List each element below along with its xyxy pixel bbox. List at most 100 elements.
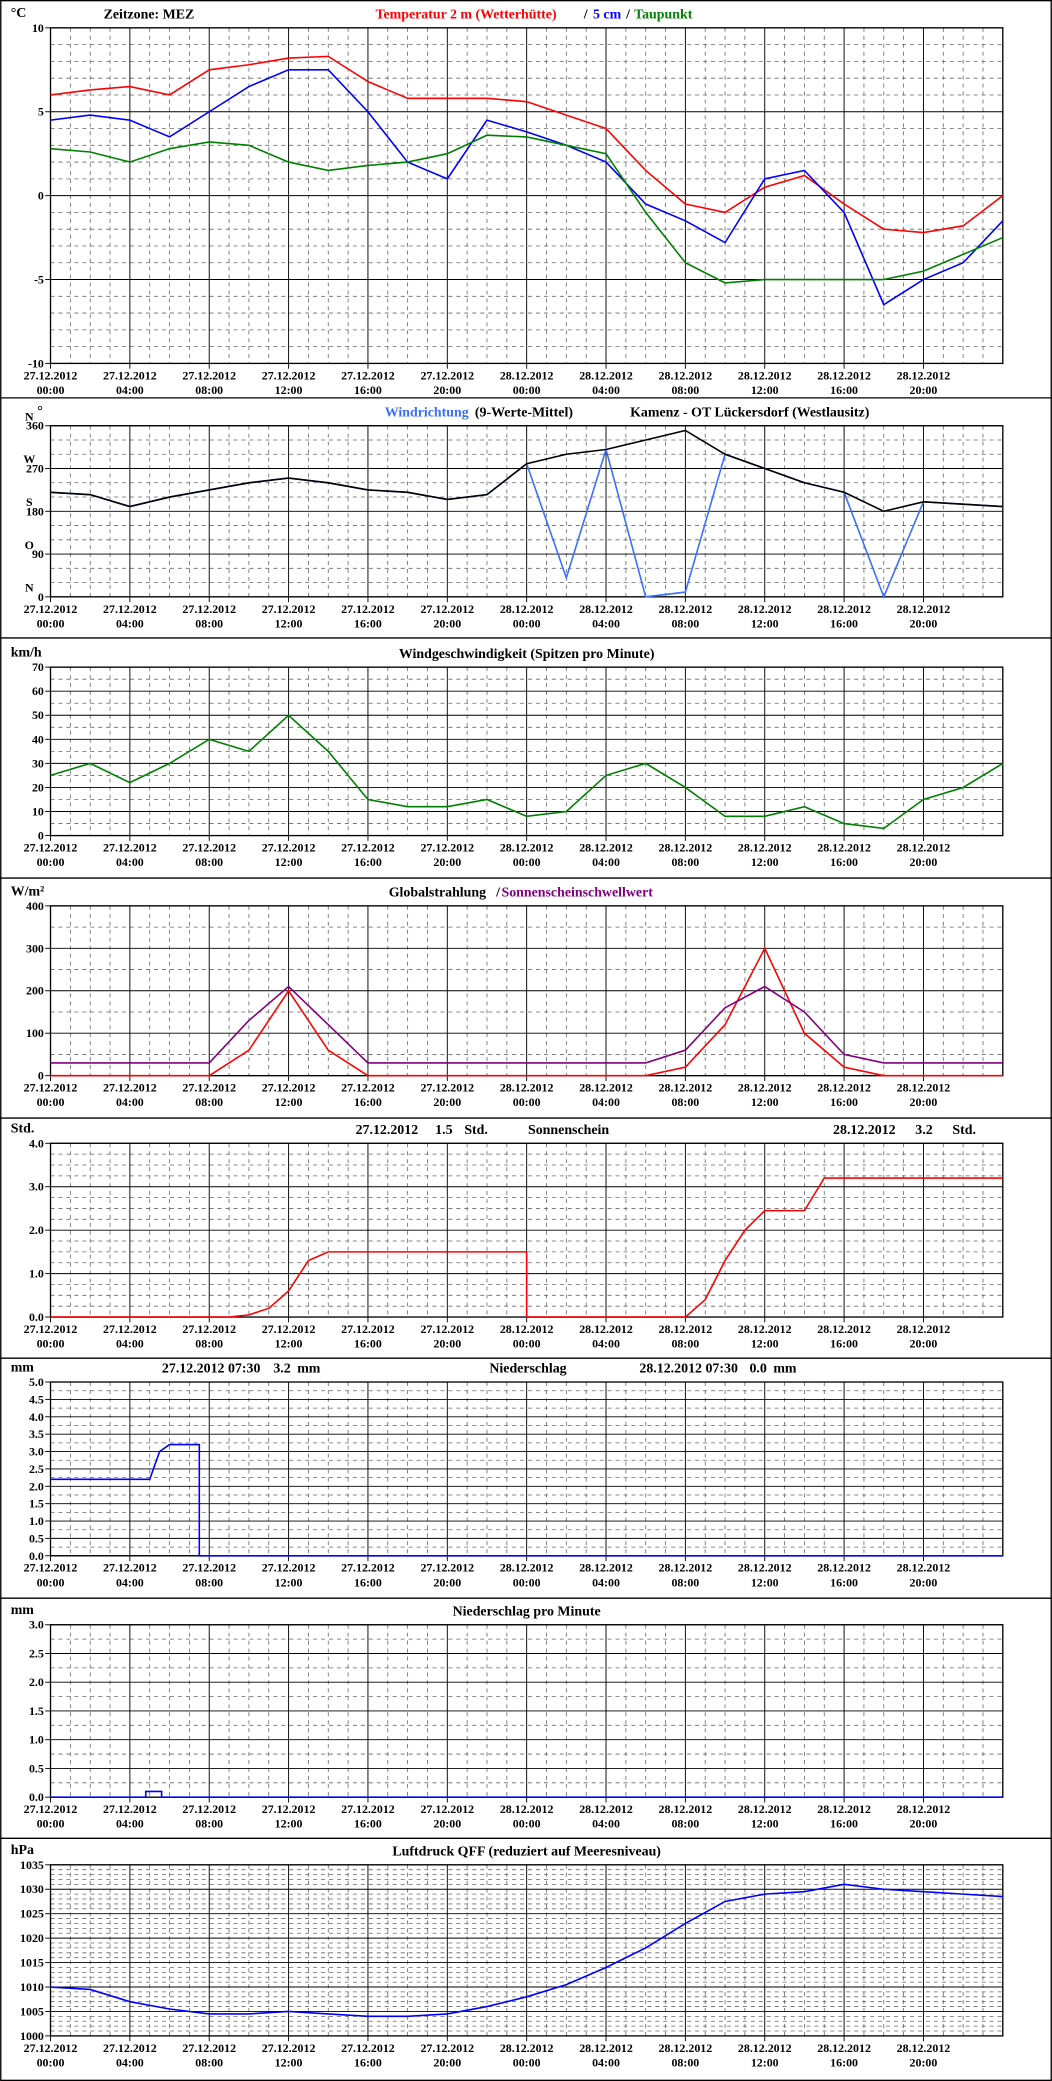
series-line — [50, 714, 1004, 830]
y-tick-label: 200 — [26, 984, 44, 998]
y-tick-label: 270 — [26, 462, 44, 476]
x-tick-label-line: 00:00 — [513, 616, 541, 630]
x-tick-label-line: 28.12.2012 — [659, 1561, 713, 1575]
x-tick-label: 27.12.2012 04:00 — [103, 602, 157, 631]
y-tick-label: 300 — [26, 941, 44, 955]
y-tick-label: 1025 — [20, 1907, 44, 1921]
y-unit: Std. — [11, 1122, 35, 1137]
chart-title: Windgeschwindigkeit (Spitzen pro Minute) — [399, 647, 655, 662]
x-tick-label-line: 27.12.2012 — [420, 1561, 474, 1575]
x-tick-label-line: 08:00 — [195, 1095, 223, 1109]
x-tick-label-line: 27.12.2012 — [262, 1322, 316, 1336]
legend-label: Windrichtung — [385, 405, 469, 420]
legend-label: Taupunkt — [634, 8, 693, 23]
x-tick-label-line: 28.12.2012 — [500, 1561, 554, 1575]
annotation: 3.2 — [273, 1362, 290, 1377]
x-tick-label-line: 16:00 — [354, 855, 382, 869]
x-tick-label: 27.12.2012 00:00 — [24, 1322, 78, 1351]
x-tick-label: 28.12.2012 12:00 — [738, 1561, 792, 1590]
x-tick-label: 28.12.2012 00:00 — [500, 840, 554, 869]
series-line — [50, 1177, 1003, 1318]
x-tick-label-line: 12:00 — [751, 616, 779, 630]
x-tick-label-line: 28.12.2012 — [579, 1802, 633, 1816]
x-tick-label-line: 20:00 — [433, 616, 461, 630]
x-tick-label-line: 27.12.2012 — [182, 1802, 236, 1816]
x-tick-label: 27.12.2012 08:00 — [182, 368, 236, 397]
x-tick-label-line: 28.12.2012 — [897, 602, 951, 616]
x-tick-label-line: 12:00 — [275, 1337, 303, 1351]
annotation: mm — [773, 1362, 797, 1377]
annotation: / — [583, 8, 588, 23]
series-line — [50, 1443, 1003, 1557]
y-tick-label: 50 — [32, 708, 44, 722]
x-tick-label-line: 28.12.2012 — [897, 1081, 951, 1095]
x-tick-label-line: 20:00 — [910, 1095, 938, 1109]
y-tick-label: 10 — [32, 21, 44, 35]
x-tick-label-line: 27.12.2012 — [420, 602, 474, 616]
annotation: 28.12.2012 07:30 — [639, 1362, 738, 1377]
y-tick-label: 10 — [32, 804, 44, 818]
x-tick-label-line: 04:00 — [592, 1575, 620, 1589]
compass-label: N — [25, 581, 34, 595]
x-tick-label: 28.12.2012 20:00 — [897, 1322, 951, 1351]
x-tick-label: 27.12.2012 16:00 — [341, 840, 395, 869]
series-line — [50, 985, 1003, 1064]
compass-label: O — [25, 538, 34, 552]
x-tick-label-line: 04:00 — [116, 616, 144, 630]
x-tick-label-line: 00:00 — [37, 2055, 65, 2069]
y-tick-label: 3.0 — [29, 1445, 44, 1459]
x-tick-label-line: 12:00 — [751, 1575, 779, 1589]
x-tick-label: 27.12.2012 16:00 — [341, 1561, 395, 1590]
x-tick-label-line: 16:00 — [830, 616, 858, 630]
x-tick-label-line: 27.12.2012 — [24, 1322, 78, 1336]
series-line — [50, 429, 1003, 513]
x-tick-label-line: 27.12.2012 — [341, 1561, 395, 1575]
x-tick-label-line: 28.12.2012 — [817, 602, 871, 616]
annotation: / — [625, 8, 630, 23]
x-tick-label: 28.12.2012 12:00 — [738, 1322, 792, 1351]
x-tick-label-line: 27.12.2012 — [341, 368, 395, 382]
x-tick-label-line: 28.12.2012 — [659, 1322, 713, 1336]
y-tick-label: -10 — [28, 356, 44, 370]
x-tick-label-line: 27.12.2012 — [341, 1322, 395, 1336]
x-tick-label-line: 12:00 — [275, 2055, 303, 2069]
compass-label: S — [26, 495, 33, 509]
x-tick-label: 27.12.2012 00:00 — [24, 1561, 78, 1590]
legend-label: Temperatur 2 m (Wetterhütte) — [375, 8, 556, 23]
x-tick-label: 27.12.2012 04:00 — [103, 2041, 157, 2070]
x-tick-label-line: 27.12.2012 — [182, 2041, 236, 2055]
annotation: 1.5 — [435, 1123, 452, 1138]
panel: 0.00.51.01.52.02.53.027.12.2012 00:0027.1… — [11, 1603, 1004, 1831]
x-tick-label-line: 12:00 — [275, 383, 303, 397]
x-tick-label: 28.12.2012 20:00 — [897, 840, 951, 869]
x-tick-label-line: 20:00 — [910, 1817, 938, 1831]
x-tick-label-line: 20:00 — [910, 855, 938, 869]
x-tick-label-line: 27.12.2012 — [262, 1081, 316, 1095]
y-tick-label: 40 — [32, 732, 44, 746]
x-tick-label-line: 27.12.2012 — [103, 1322, 157, 1336]
x-tick-label-line: 28.12.2012 — [738, 1802, 792, 1816]
y-tick-label: 4.0 — [29, 1410, 44, 1424]
y-unit: ° — [37, 404, 43, 419]
y-tick-label: 0 — [38, 590, 44, 604]
x-tick-label: 28.12.2012 08:00 — [659, 1081, 713, 1110]
x-tick-label-line: 27.12.2012 — [24, 1081, 78, 1095]
x-tick-label-line: 28.12.2012 — [817, 840, 871, 854]
x-tick-label-line: 16:00 — [830, 2055, 858, 2069]
y-tick-label: 0.0 — [29, 1549, 44, 1563]
y-tick-label: 1035 — [20, 1858, 44, 1872]
series-line — [50, 1790, 1003, 1798]
panel: 0.0 0.5 1.0 1.5 2.0 2.5 3.0 3.5 4.0 4.5 5.0 27.12.2… — [11, 1360, 1004, 1590]
annotation: 0.0 — [749, 1362, 766, 1377]
x-tick-label-line: 12:00 — [275, 1575, 303, 1589]
annotation: 27.12.2012 07:30 — [162, 1362, 261, 1377]
x-tick-label-line: 04:00 — [592, 616, 620, 630]
y-tick-label: 5.0 — [29, 1375, 44, 1389]
x-tick-label-line: 28.12.2012 — [738, 368, 792, 382]
x-tick-label-line: 28.12.2012 — [817, 2041, 871, 2055]
x-tick-label-line: 00:00 — [37, 1095, 65, 1109]
x-tick-label-line: 27.12.2012 — [262, 368, 316, 382]
